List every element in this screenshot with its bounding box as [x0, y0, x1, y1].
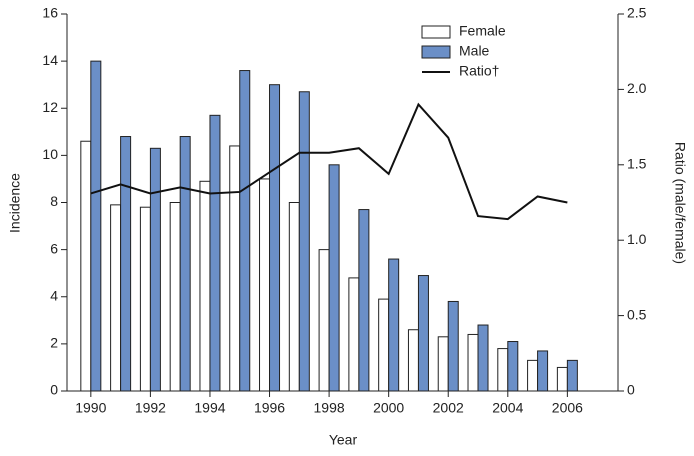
- legend-label: Ratio†: [459, 63, 499, 79]
- bar: [169, 202, 181, 392]
- bar: [110, 204, 122, 392]
- y-tick-label: 8: [50, 193, 58, 209]
- bar: [417, 275, 429, 392]
- bar: [358, 209, 370, 392]
- bar: [527, 359, 539, 392]
- bar: [288, 202, 300, 392]
- bar: [239, 70, 251, 392]
- legend-label: Female: [459, 23, 506, 39]
- bar: [328, 164, 340, 392]
- y-tick-label: 0: [50, 382, 58, 398]
- bar: [149, 147, 161, 392]
- bar: [477, 324, 489, 392]
- bar: [378, 298, 390, 392]
- y2-tick-label: 1.5: [627, 156, 647, 172]
- y2-tick-label: 1.0: [627, 231, 647, 247]
- legend-swatch: [421, 45, 451, 59]
- bar: [209, 114, 221, 392]
- bar: [467, 333, 479, 392]
- x-tick-label: 1990: [75, 400, 106, 416]
- legend-swatch: [421, 25, 451, 39]
- y-tick-label: 2: [50, 335, 58, 351]
- bar: [229, 145, 241, 392]
- bar: [388, 258, 400, 392]
- bar: [497, 348, 509, 392]
- x-tick-label: 2006: [552, 400, 583, 416]
- bar: [537, 350, 549, 392]
- legend-label: Male: [459, 43, 490, 59]
- bar: [120, 136, 132, 392]
- bar: [407, 329, 419, 392]
- bar: [179, 136, 191, 392]
- x-tick-label: 1994: [194, 400, 225, 416]
- ratio-line: [90, 102, 568, 221]
- y-tick-label: 14: [42, 52, 58, 68]
- bar: [566, 359, 578, 392]
- x-tick-label: 1992: [135, 400, 166, 416]
- y-tick-label: 6: [50, 240, 58, 256]
- bar: [437, 336, 449, 392]
- y2-tick-label: 2.0: [627, 80, 647, 96]
- bar: [259, 178, 271, 392]
- y2-tick-label: 2.5: [627, 5, 647, 21]
- x-tick-label: 1998: [314, 400, 345, 416]
- y2-tick-label: 0: [627, 382, 635, 398]
- bar: [348, 277, 360, 392]
- y-tick-label: 12: [42, 99, 58, 115]
- y-tick-label: 10: [42, 146, 58, 162]
- x-tick-label: 1996: [254, 400, 285, 416]
- y-tick-label: 4: [50, 287, 58, 303]
- x-tick-label: 2000: [373, 400, 404, 416]
- bar: [139, 206, 151, 392]
- y2-axis-label: Ratio (male/female): [672, 142, 688, 264]
- bar: [199, 180, 211, 392]
- bar: [80, 140, 92, 392]
- bar: [298, 91, 310, 392]
- bar: [447, 300, 459, 392]
- bar: [90, 60, 102, 392]
- y-axis-label: Incidence: [7, 173, 23, 233]
- bar: [507, 341, 519, 392]
- x-axis-label: Year: [329, 432, 358, 448]
- x-tick-label: 2002: [433, 400, 464, 416]
- bar: [318, 249, 330, 392]
- bar: [556, 366, 568, 392]
- y2-tick-label: 0.5: [627, 306, 647, 322]
- y-tick-label: 16: [42, 5, 58, 21]
- x-tick-label: 2004: [492, 400, 523, 416]
- bar: [269, 84, 281, 392]
